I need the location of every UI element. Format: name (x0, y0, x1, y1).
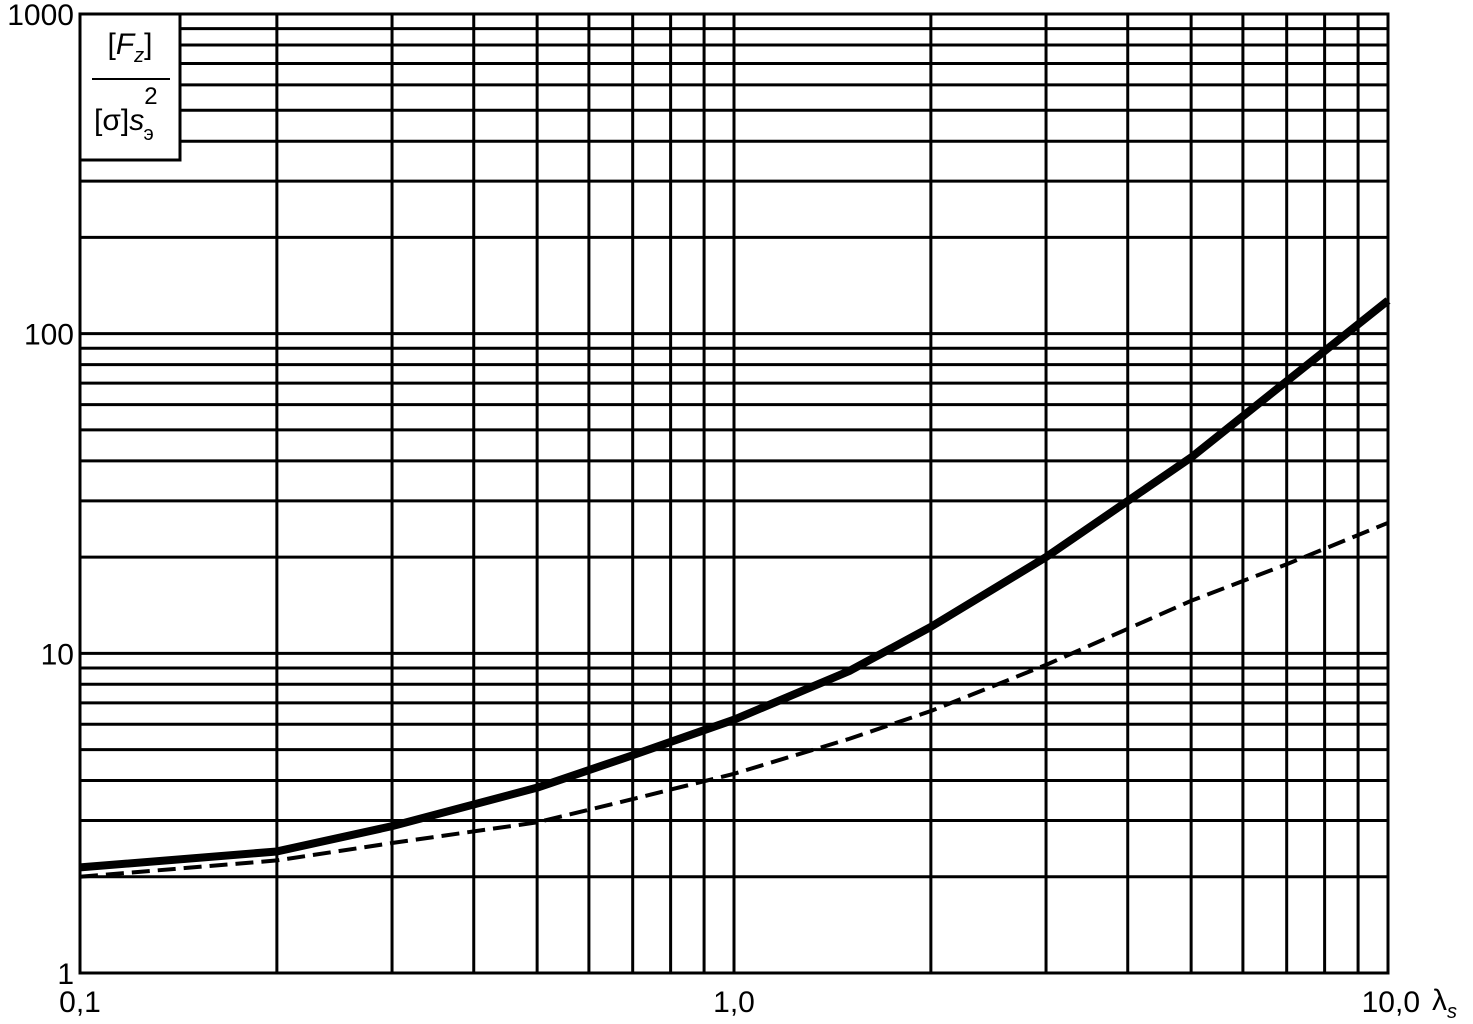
x-tick-label: 0,1 (59, 986, 101, 1019)
y-tick-label: 1 (57, 958, 74, 991)
series-line (79, 297, 1391, 872)
y-label-part: э (144, 123, 154, 145)
y-label-part: z (133, 45, 144, 67)
y-label-part: [ (107, 28, 116, 61)
y-label-part: [σ] (94, 104, 129, 137)
x-label-part: λ (1432, 984, 1447, 1017)
y-label-numerator: [Fz] (107, 28, 152, 67)
y-label-denominator: [σ]s2 э (94, 83, 158, 145)
y-label-part: 2 (144, 83, 157, 110)
x-tick-label: 10,0 (1362, 986, 1420, 1019)
y-tick-label: 10 (41, 638, 74, 671)
x-label-part: s (1447, 1001, 1457, 1023)
y-label-part: F (116, 28, 136, 61)
label-box (78, 12, 182, 162)
y-tick-label: 100 (24, 319, 74, 352)
x-label: λs (1432, 984, 1457, 1023)
series-line (79, 520, 1389, 879)
y-label-part: s (129, 104, 144, 137)
y-tick-label: 1000 (7, 0, 74, 32)
x-tick-label: 1,0 (713, 986, 755, 1019)
y-label-part: ] (144, 28, 152, 61)
grid (78, 12, 1390, 975)
plot-frame (78, 12, 1390, 975)
plot (78, 12, 1391, 975)
